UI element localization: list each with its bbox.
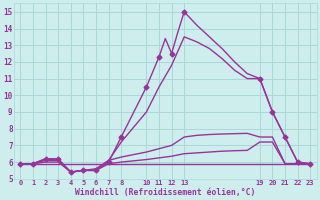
X-axis label: Windchill (Refroidissement éolien,°C): Windchill (Refroidissement éolien,°C)	[75, 188, 255, 197]
